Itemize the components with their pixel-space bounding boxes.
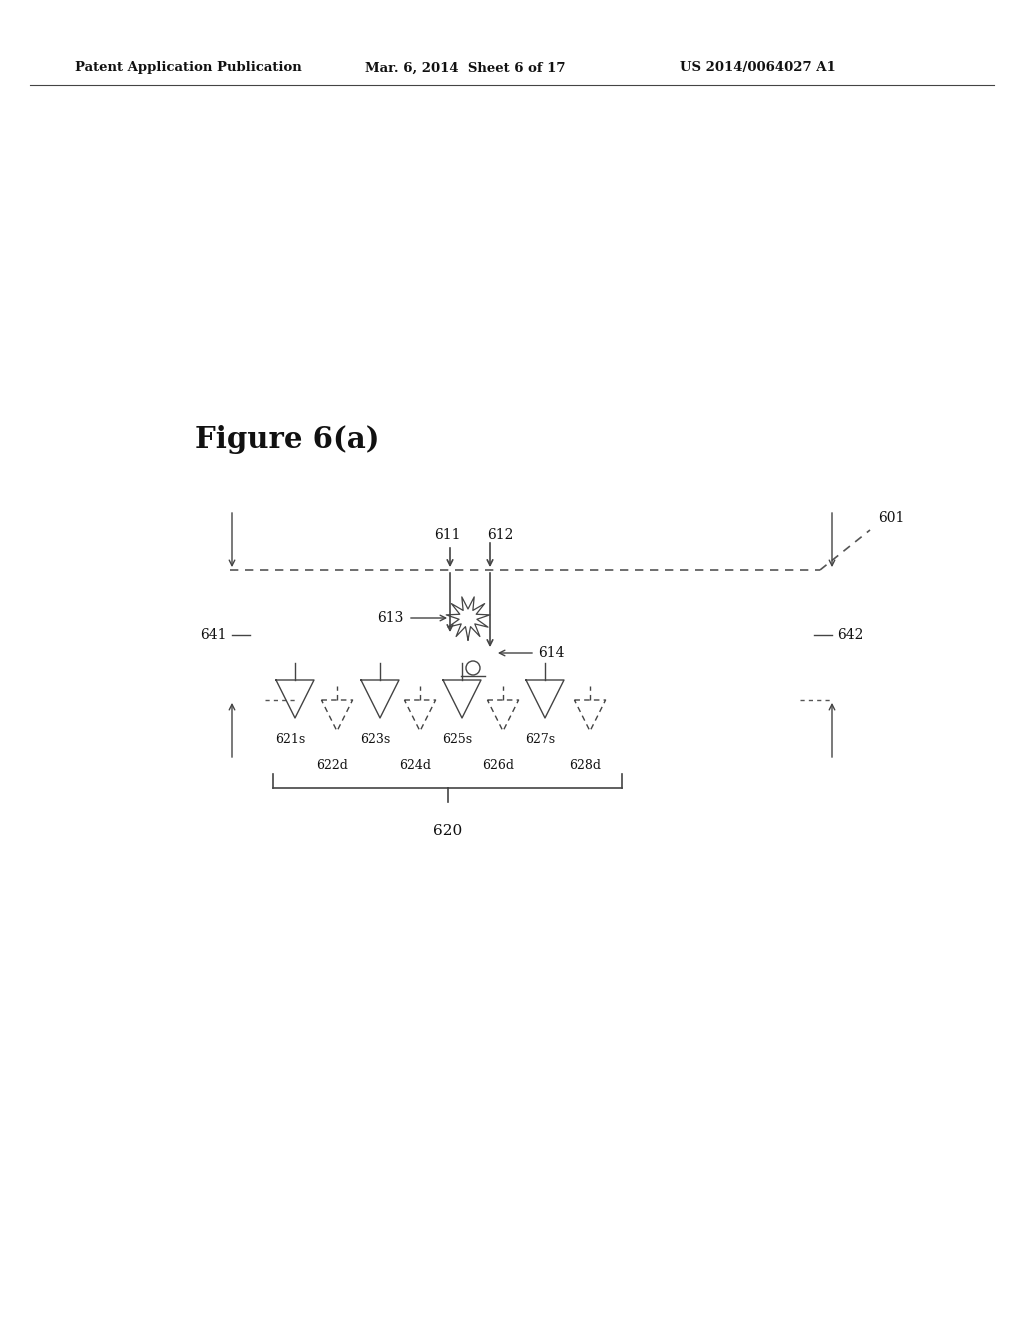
Text: 628d: 628d: [569, 759, 601, 772]
Text: 601: 601: [878, 511, 904, 525]
Text: 620: 620: [433, 824, 462, 838]
Text: US 2014/0064027 A1: US 2014/0064027 A1: [680, 62, 836, 74]
Text: 612: 612: [486, 528, 513, 543]
Text: 624d: 624d: [399, 759, 431, 772]
Text: Figure 6(a): Figure 6(a): [195, 425, 380, 454]
Text: 642: 642: [837, 628, 863, 642]
Text: 622d: 622d: [316, 759, 348, 772]
Text: 626d: 626d: [482, 759, 514, 772]
Text: Patent Application Publication: Patent Application Publication: [75, 62, 302, 74]
Text: 623s: 623s: [359, 733, 390, 746]
Text: 627s: 627s: [525, 733, 555, 746]
Text: 614: 614: [538, 645, 564, 660]
Text: 625s: 625s: [442, 733, 472, 746]
Text: 613: 613: [377, 611, 403, 624]
Text: 621s: 621s: [274, 733, 305, 746]
Text: Mar. 6, 2014  Sheet 6 of 17: Mar. 6, 2014 Sheet 6 of 17: [365, 62, 565, 74]
Text: 611: 611: [434, 528, 460, 543]
Text: 641: 641: [201, 628, 227, 642]
